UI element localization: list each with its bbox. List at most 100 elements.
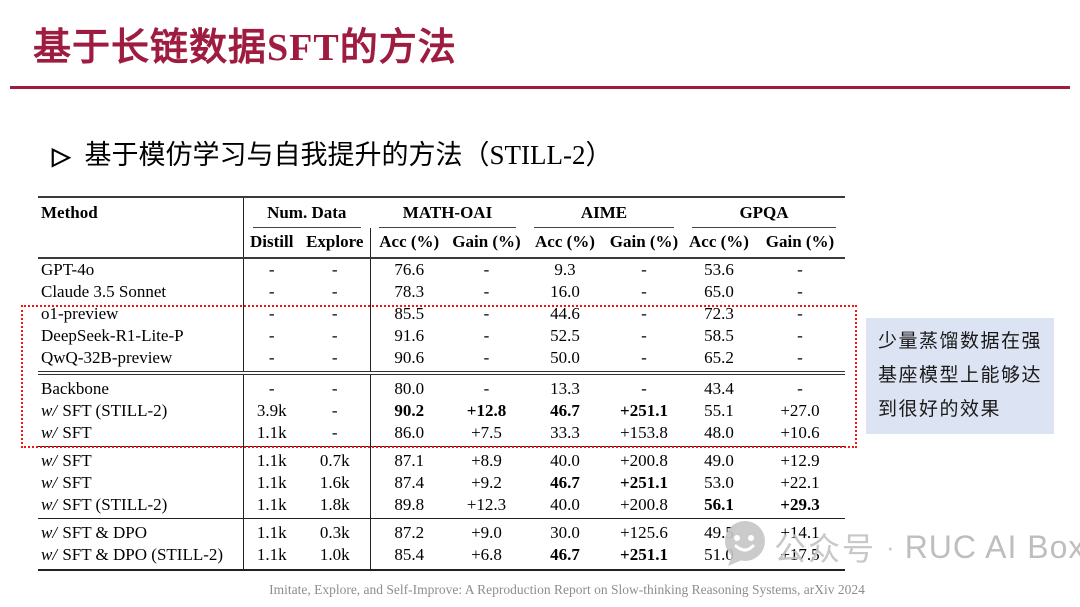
data-cell: 49.0 [683, 446, 755, 472]
col-header-explore: Explore [300, 228, 371, 259]
data-cell: 90.2 [394, 401, 425, 420]
data-cell: 1.1k [243, 446, 300, 472]
data-cell: - [605, 371, 683, 400]
data-cell: 1.1k [243, 544, 300, 571]
group-header-math-oai: MATH-OAI [370, 196, 525, 228]
data-cell: - [755, 371, 845, 400]
group-header-gpqa: GPQA [683, 196, 845, 228]
method-cell: o1-preview [38, 303, 244, 325]
data-cell: 9.3 [554, 260, 576, 279]
data-cell: +12.8 [466, 401, 507, 420]
method-cell: DeepSeek-R1-Lite-P [38, 325, 244, 347]
group-header-row: Method Num. Data MATH-OAI AIME GPQA [38, 196, 845, 259]
sub-header-row: Distill Explore Acc (%) Gain (%) Acc (%)… [38, 228, 845, 259]
data-cell: +9.0 [448, 518, 525, 544]
data-cell: - [300, 281, 371, 303]
data-cell: - [483, 282, 490, 301]
data-cell: 53.0 [704, 473, 734, 492]
data-cell: 86.0 [394, 423, 425, 442]
data-cell: - [268, 260, 275, 279]
data-cell: +22.1 [780, 473, 820, 492]
method-cell: w/ SFT (STILL-2) [38, 400, 244, 422]
method-cell: w/ SFT [38, 472, 244, 494]
data-cell: - [797, 260, 803, 279]
results-table-container: Method Num. Data MATH-OAI AIME GPQA Dist… [38, 196, 845, 571]
title-divider [10, 86, 1070, 89]
data-cell: 72.3 [704, 304, 734, 323]
data-cell: +12.9 [755, 446, 845, 472]
data-cell: 46.7 [550, 401, 580, 420]
data-cell: 1.6k [300, 472, 371, 494]
data-cell: 87.1 [370, 446, 448, 472]
data-cell: 65.2 [704, 348, 734, 367]
watermark: 公众号 · RUC AI Box [722, 519, 1080, 575]
col-header-gain-aime: Gain (%) [605, 228, 683, 259]
table-section-sft-explore: w/ SFT 1.1k 0.7k 87.1 +8.9 40.0 +200.8 49.0 +12.… [38, 446, 845, 519]
watermark-text: 公众号 [774, 531, 877, 567]
table-section-frontier-models: GPT-4o - -76.6-9.3-53.6- Claude 3.5 Sonnet -… [38, 258, 845, 373]
table-row: w/ SFT 1.1k 0.7k 87.1 +8.9 40.0 +200.8 49.0 +12.… [38, 446, 845, 472]
data-cell: 46.7 [525, 544, 605, 571]
annotation-note: 少量蒸馏数据在强 基座模型上能够达 到很好的效果 [866, 318, 1054, 434]
page-title: 基于长链数据SFT的方法 [33, 27, 457, 69]
data-cell: +9.2 [471, 473, 502, 492]
wechat-bubble-icon [722, 519, 768, 575]
col-header-distill: Distill [243, 228, 300, 259]
data-cell: 1.1k [256, 423, 287, 442]
data-cell: +251.1 [620, 401, 668, 420]
data-cell: - [483, 348, 490, 367]
data-cell: +6.8 [448, 544, 525, 571]
arrow-bullet-icon: ▷ [52, 144, 71, 170]
data-cell: 80.0 [370, 371, 448, 400]
data-cell: - [483, 260, 490, 279]
data-cell: 65.0 [704, 282, 734, 301]
table-section-backbone-sft: Backbone - -80.0-13.3-43.4- w/ SFT (STILL-2… [38, 371, 845, 447]
data-cell: 56.1 [704, 495, 734, 514]
table-row: w/ SFT (STILL-2) 1.1k 1.8k 89.8 +12.3 40.0 +20… [38, 494, 845, 519]
watermark-brand: RUC AI Box [904, 528, 1080, 565]
table-row: w/ SFT & DPO (STILL-2) 1.1k 1.0k 85.4 +6.8 46… [38, 544, 845, 571]
data-cell: - [641, 282, 647, 301]
data-cell: 43.4 [683, 371, 755, 400]
data-cell: 0.3k [300, 518, 371, 544]
data-cell: - [641, 304, 647, 323]
data-cell: 44.6 [550, 304, 580, 323]
table-row: w/ SFT & DPO 1.1k 0.3k 87.2 +9.0 30.0 +125.6 49… [38, 518, 845, 544]
method-cell: w/ SFT & DPO [38, 518, 244, 544]
data-cell: - [300, 347, 371, 373]
table-row: GPT-4o - - 76.6 - 9.3 - 53.6 - [38, 258, 845, 281]
watermark-separator: · [886, 531, 895, 562]
data-cell: 53.6 [704, 260, 734, 279]
data-cell: - [300, 325, 371, 347]
col-header-acc-gpqa: Acc (%) [683, 228, 755, 259]
data-cell: 16.0 [550, 282, 580, 301]
subtitle-text: 基于模仿学习与自我提升的方法（STILL-2） [84, 140, 613, 170]
data-cell: 90.6 [394, 348, 425, 367]
data-cell: 52.5 [550, 326, 580, 345]
method-cell: Claude 3.5 Sonnet [38, 281, 244, 303]
data-cell: +125.6 [605, 518, 683, 544]
data-cell: +251.1 [605, 544, 683, 571]
data-cell: +7.5 [471, 423, 502, 442]
data-cell: +251.1 [620, 473, 668, 492]
data-cell: - [483, 326, 490, 345]
col-header-gain-gpqa: Gain (%) [755, 228, 845, 259]
col-header-gain-math: Gain (%) [448, 228, 525, 259]
table-row: Claude 3.5 Sonnet - - 78.3 - 16.0 - 65.0 - [38, 281, 845, 303]
data-cell: 46.7 [550, 473, 580, 492]
paper-citation: Imitate, Explore, and Self-Improve: A Re… [269, 582, 865, 597]
data-cell: 13.3 [525, 371, 605, 400]
data-cell: 1.1k [256, 473, 287, 492]
data-cell: 89.8 [394, 495, 425, 514]
data-cell: - [641, 348, 647, 367]
annotation-line: 少量蒸馏数据在强 [878, 331, 1043, 352]
group-header-num-data: Num. Data [243, 196, 370, 228]
data-cell: +27.0 [780, 401, 820, 420]
data-cell: 40.0 [525, 446, 605, 472]
data-cell: +29.3 [780, 495, 820, 514]
data-cell: 76.6 [394, 260, 425, 279]
data-cell: - [797, 348, 803, 367]
data-cell: - [483, 304, 490, 323]
data-cell: - [797, 282, 803, 301]
